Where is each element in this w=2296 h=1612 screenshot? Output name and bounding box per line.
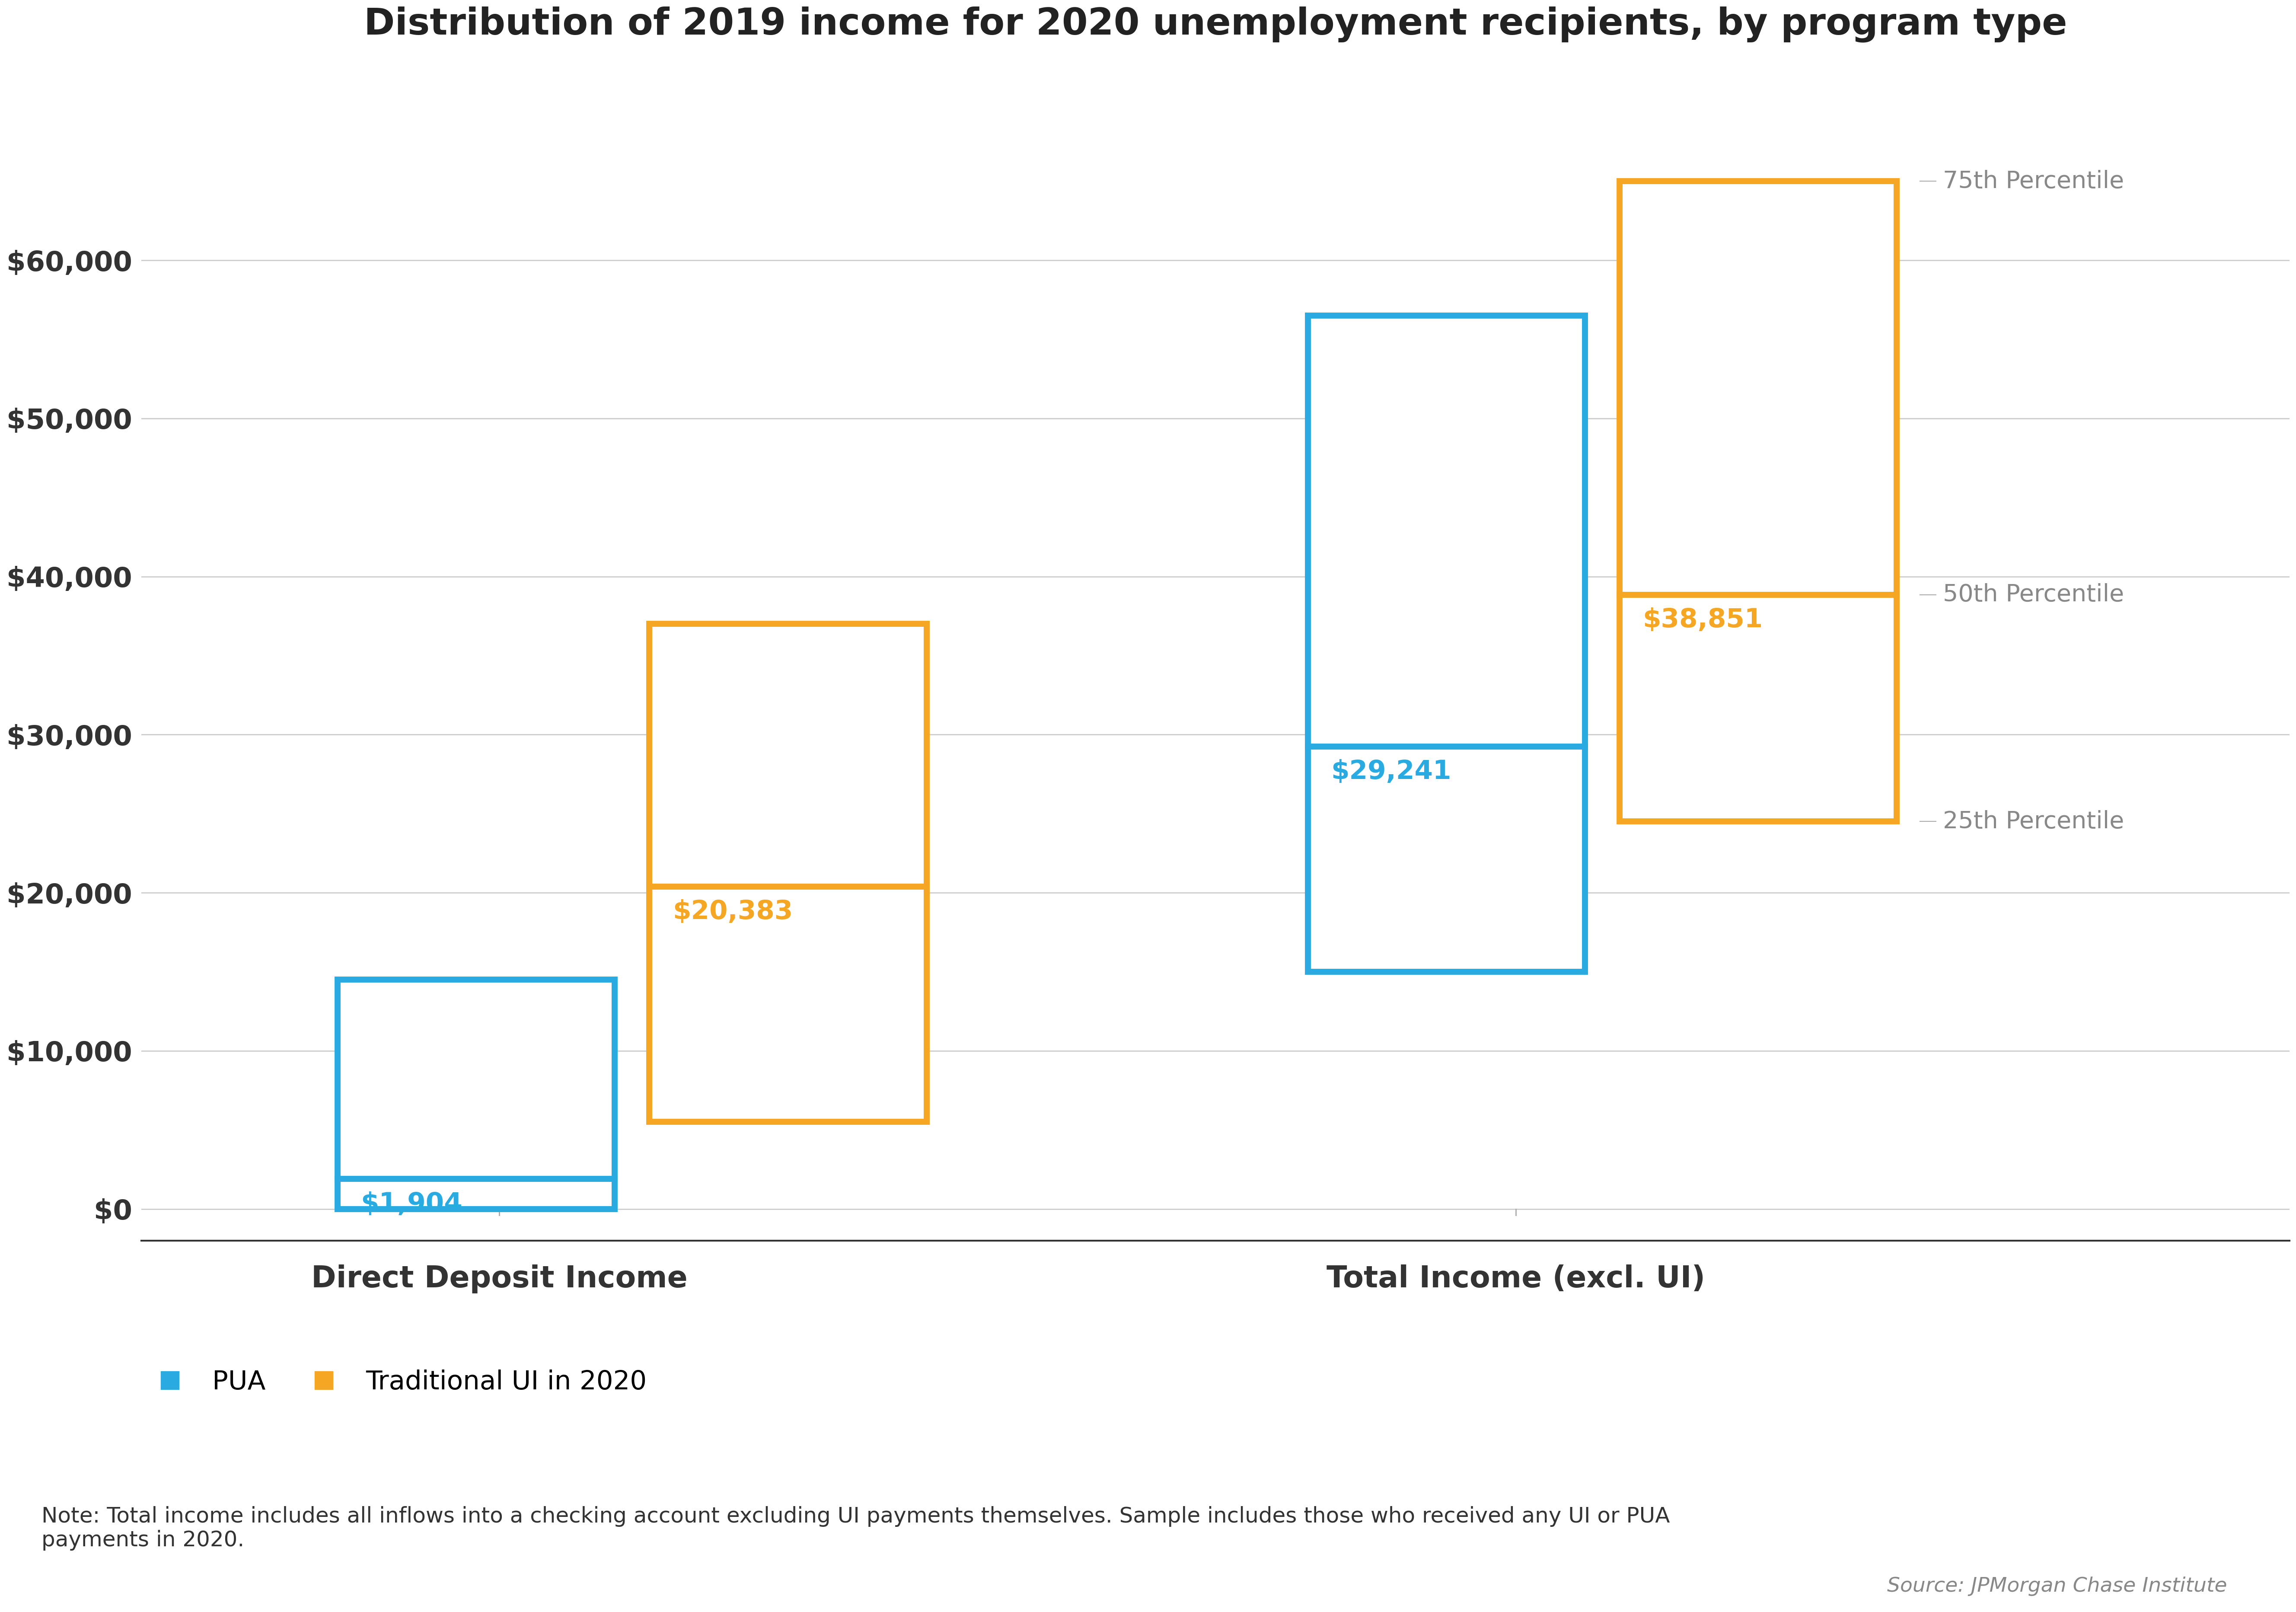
Text: $1,904: $1,904 bbox=[360, 1191, 461, 1217]
Title: Distribution of 2019 income for 2020 unemployment recipients, by program type: Distribution of 2019 income for 2020 une… bbox=[363, 6, 2066, 42]
Text: 25th Percentile: 25th Percentile bbox=[1942, 809, 2124, 833]
Text: 50th Percentile: 50th Percentile bbox=[1942, 584, 2124, 606]
Bar bbox=[1619, 181, 1896, 822]
Text: Direct Deposit Income: Direct Deposit Income bbox=[310, 1264, 687, 1293]
Text: $29,241: $29,241 bbox=[1332, 759, 1451, 785]
Text: Source: JPMorgan Chase Institute: Source: JPMorgan Chase Institute bbox=[1887, 1577, 2227, 1596]
Text: $20,383: $20,383 bbox=[673, 899, 792, 925]
Text: Note: Total income includes all inflows into a checking account excluding UI pay: Note: Total income includes all inflows … bbox=[41, 1506, 1669, 1551]
Bar bbox=[338, 980, 615, 1209]
Text: 75th Percentile: 75th Percentile bbox=[1942, 169, 2124, 193]
Text: Total Income (excl. UI): Total Income (excl. UI) bbox=[1327, 1264, 1706, 1293]
Text: $38,851: $38,851 bbox=[1642, 608, 1763, 634]
Bar bbox=[1309, 316, 1584, 972]
Legend: PUA, Traditional UI in 2020: PUA, Traditional UI in 2020 bbox=[133, 1359, 657, 1406]
Bar bbox=[650, 624, 928, 1122]
